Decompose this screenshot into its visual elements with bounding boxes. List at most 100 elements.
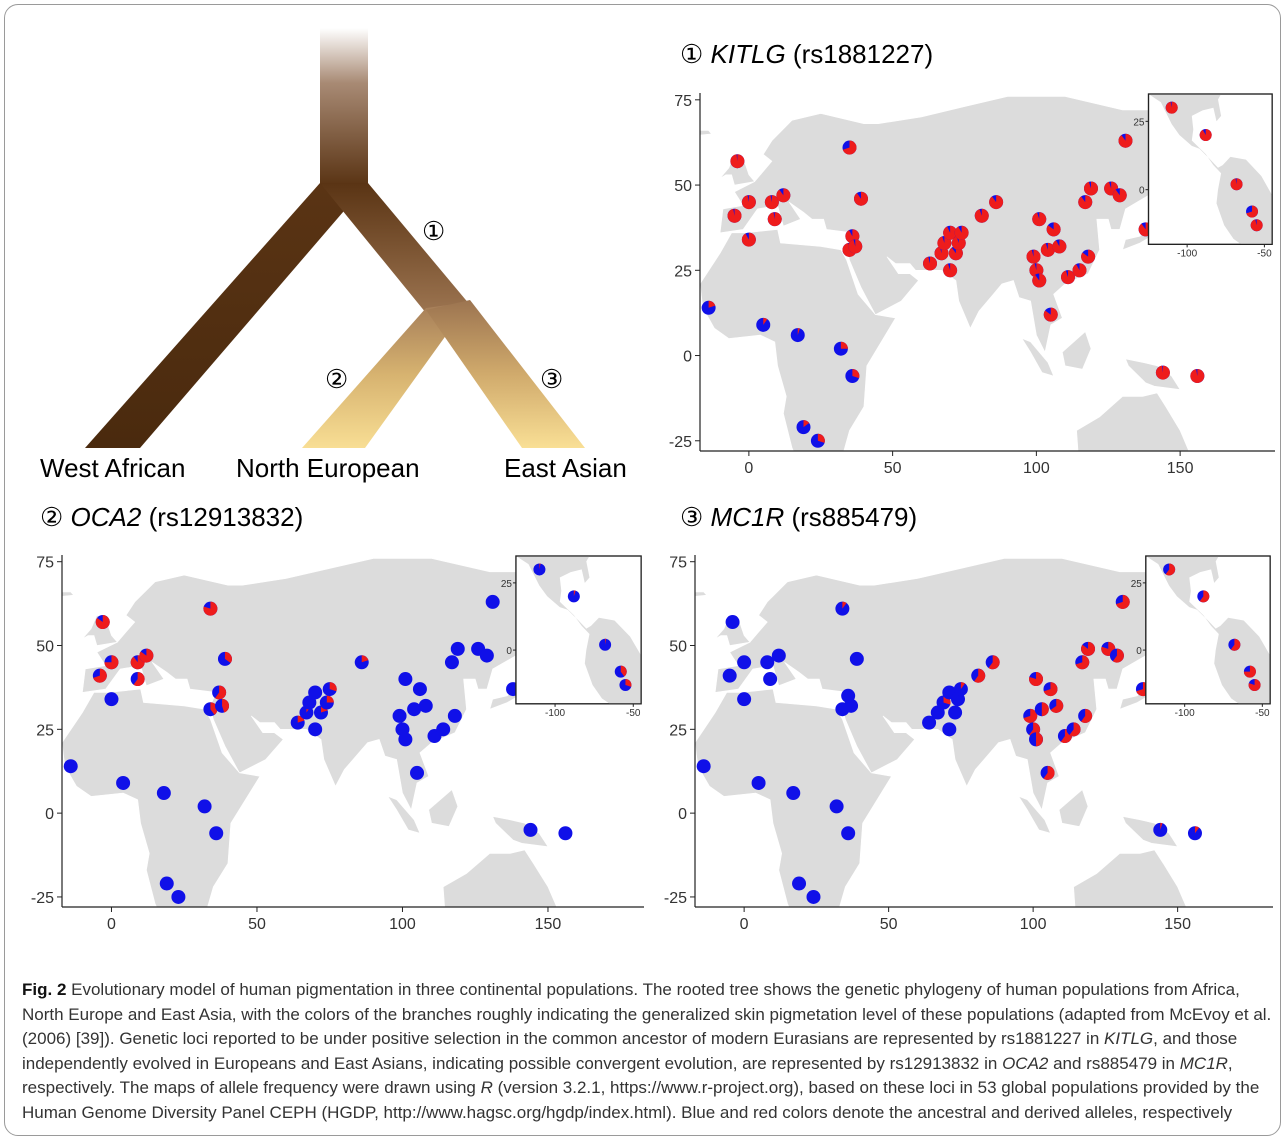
population-pie xyxy=(95,615,110,630)
y-tick-label: 75 xyxy=(669,555,687,572)
figure-canvas: ① ② ③ West African North European East A… xyxy=(31,28,1275,933)
ancestral-slice xyxy=(444,655,459,670)
inset-x-tick-label: -100 xyxy=(1177,248,1197,259)
land-shape xyxy=(1021,337,1055,377)
y-tick-label: -25 xyxy=(664,890,687,907)
population-pie xyxy=(1228,638,1241,651)
caption-software: R xyxy=(480,1078,493,1097)
population-pie xyxy=(701,300,716,315)
population-pie xyxy=(1029,732,1044,747)
population-pie xyxy=(943,263,958,278)
population-pie xyxy=(1029,672,1044,687)
population-pie xyxy=(937,236,952,251)
ancestral-slice xyxy=(412,682,427,697)
population-pie xyxy=(1112,188,1127,203)
population-pie xyxy=(479,648,494,663)
inset-border xyxy=(1147,93,1273,245)
inset-land-layer xyxy=(516,556,642,704)
caption-text-4: , respectively. The maps of allele frequ… xyxy=(22,1053,1233,1098)
ancestral-slice xyxy=(407,702,422,717)
ancestral-slice xyxy=(485,594,500,609)
population-pie xyxy=(1081,641,1096,656)
population-pie xyxy=(322,682,337,697)
population-pie xyxy=(943,225,958,240)
derived-slice xyxy=(1072,263,1087,278)
population-pie xyxy=(854,191,869,206)
derived-slice xyxy=(1081,641,1096,656)
derived-slice xyxy=(1046,222,1061,237)
y-tick-label: 75 xyxy=(36,555,54,572)
ancestral-slice xyxy=(558,826,573,841)
population-pie xyxy=(1081,249,1096,264)
ancestral-slice xyxy=(696,759,711,774)
caption-text-2: , and those independently evolved in Eur… xyxy=(22,1029,1238,1073)
population-pie xyxy=(410,765,425,780)
derived-slice xyxy=(840,341,848,349)
population-pie xyxy=(764,195,779,210)
map-panel-3: ③ MC1R (rs885479) 0 50 100 150 75 50 25 0 -25 -100… xyxy=(664,502,1273,933)
population-pie xyxy=(92,668,107,683)
caption-fig-label: Fig. 2 xyxy=(22,980,67,999)
population-pie xyxy=(1190,368,1205,383)
population-pie xyxy=(763,672,778,687)
population-pie xyxy=(948,705,963,720)
derived-slice xyxy=(960,682,965,690)
population-pie xyxy=(1155,365,1170,380)
population-pie xyxy=(786,786,801,801)
derived-slice xyxy=(943,225,958,240)
derived-slice xyxy=(93,668,107,683)
population-pie xyxy=(614,665,627,678)
population-pie xyxy=(139,648,154,663)
derived-slice xyxy=(803,420,810,428)
population-pie xyxy=(756,317,771,332)
population-pie xyxy=(212,685,227,700)
derived-slice xyxy=(1230,638,1241,651)
population-pie xyxy=(737,692,752,707)
ancestral-slice xyxy=(942,722,957,737)
east-asian-branch xyxy=(426,300,585,448)
derived-slice xyxy=(329,682,337,692)
y-tick-label: 0 xyxy=(45,806,54,823)
derived-slice xyxy=(776,188,791,203)
panel-title: ① KITLG (rs1881227) xyxy=(680,39,933,69)
inset-border xyxy=(1145,555,1271,705)
ancestral-slice xyxy=(209,826,224,841)
derived-slice xyxy=(1112,188,1127,203)
land-shape xyxy=(492,816,549,848)
land-shape xyxy=(82,614,118,646)
ancestral-slice xyxy=(392,708,407,723)
population-pie xyxy=(197,799,212,814)
population-pie xyxy=(841,826,856,841)
land-shape xyxy=(714,614,751,646)
derived-slice xyxy=(605,638,607,645)
population-pie xyxy=(1066,722,1081,737)
population-pie xyxy=(116,775,131,790)
x-tick-label: 150 xyxy=(535,916,562,933)
population-pie xyxy=(308,685,323,700)
derived-slice xyxy=(954,225,969,240)
population-pie xyxy=(156,786,171,801)
ancestral-slice xyxy=(786,786,801,801)
derived-slice xyxy=(1036,732,1043,747)
panel-marker: ① xyxy=(680,39,711,69)
population-points xyxy=(696,594,1202,904)
population-pie xyxy=(398,672,413,687)
panel-snp: (rs1881227) xyxy=(786,39,933,69)
derived-slice xyxy=(625,679,632,687)
ancestral-slice xyxy=(450,641,465,656)
y-tick-label: 50 xyxy=(669,639,687,656)
derived-slice xyxy=(95,615,110,630)
population-pie xyxy=(722,668,737,683)
population-pie xyxy=(1246,205,1259,218)
inset-y-tick-label: 0 xyxy=(506,646,512,657)
derived-slice xyxy=(1032,212,1047,227)
population-pie xyxy=(104,655,119,670)
ancestral-slice xyxy=(722,668,737,683)
population-pie xyxy=(923,256,938,271)
population-pie xyxy=(319,695,334,710)
population-pie xyxy=(215,698,230,713)
ancestral-slice xyxy=(844,698,859,713)
caption-text-5: (version 3.2.1, https://www.r-project.or… xyxy=(22,1078,1260,1122)
derived-slice xyxy=(842,140,857,155)
derived-slice xyxy=(104,655,119,670)
